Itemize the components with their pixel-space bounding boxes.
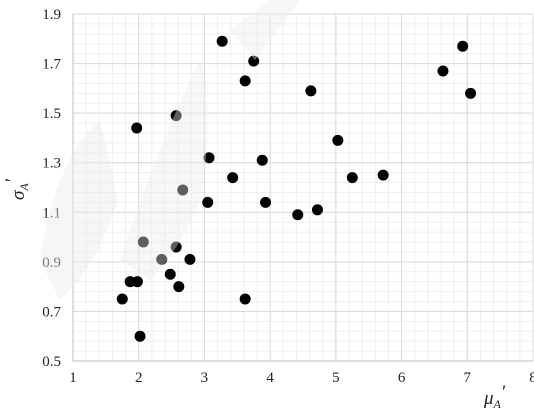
scatter-point (165, 269, 176, 280)
scatter-point (240, 75, 251, 86)
x-axis-label: μA' (483, 382, 506, 411)
y-tick-label: 1.5 (42, 106, 61, 122)
scatter-point (257, 155, 268, 166)
scatter-point (312, 204, 323, 215)
scatter-point (135, 331, 146, 342)
y-tick-label: 0.9 (42, 255, 61, 271)
scatter-point (437, 66, 448, 77)
scatter-point (347, 172, 358, 183)
scatter-point (177, 184, 188, 195)
scatter-point (465, 88, 476, 99)
scatter-point (202, 197, 213, 208)
scatter-point (457, 41, 468, 52)
y-tick-label: 1.9 (42, 7, 61, 23)
x-tick-labels: 1 2 3 4 5 6 7 8 (69, 370, 534, 386)
scatter-point (171, 241, 182, 252)
scatter-point (248, 56, 259, 67)
y-tick-label: 1.1 (42, 205, 61, 221)
x-tick-label: 5 (332, 370, 340, 386)
y-tick-label: 0.7 (42, 304, 61, 320)
scatter-point (227, 172, 238, 183)
y-tick-labels: 0.5 0.7 0.9 1.1 1.3 1.5 1.7 1.9 (42, 7, 61, 370)
scatter-point (117, 294, 128, 305)
x-tick-label: 1 (69, 370, 77, 386)
scatter-point (156, 254, 167, 265)
axes (73, 14, 533, 361)
scatter-point (173, 281, 184, 292)
y-tick-label: 1.7 (42, 57, 61, 73)
major-grid (73, 14, 533, 361)
x-tick-label: 3 (201, 370, 209, 386)
scatter-point (184, 254, 195, 265)
scatter-point (292, 209, 303, 220)
minor-grid (73, 14, 533, 361)
x-tick-label: 8 (529, 370, 534, 386)
scatter-point (260, 197, 271, 208)
scatter-point (217, 36, 228, 47)
y-tick-label: 1.3 (42, 156, 61, 172)
scatter-point (204, 152, 215, 163)
scatter-point (138, 237, 149, 248)
scatter-point (132, 276, 143, 287)
x-tick-label: 4 (266, 370, 274, 386)
y-axis-label: σA' (2, 178, 31, 200)
scatter-point (171, 110, 182, 121)
y-tick-label: 0.5 (42, 354, 61, 370)
scatter-point (332, 135, 343, 146)
scatter-point (240, 294, 251, 305)
x-tick-label: 7 (464, 370, 472, 386)
x-tick-label: 2 (135, 370, 143, 386)
scatter-point (378, 170, 389, 181)
x-tick-label: 6 (398, 370, 406, 386)
scatter-point (305, 85, 316, 96)
scatter-point (131, 123, 142, 134)
